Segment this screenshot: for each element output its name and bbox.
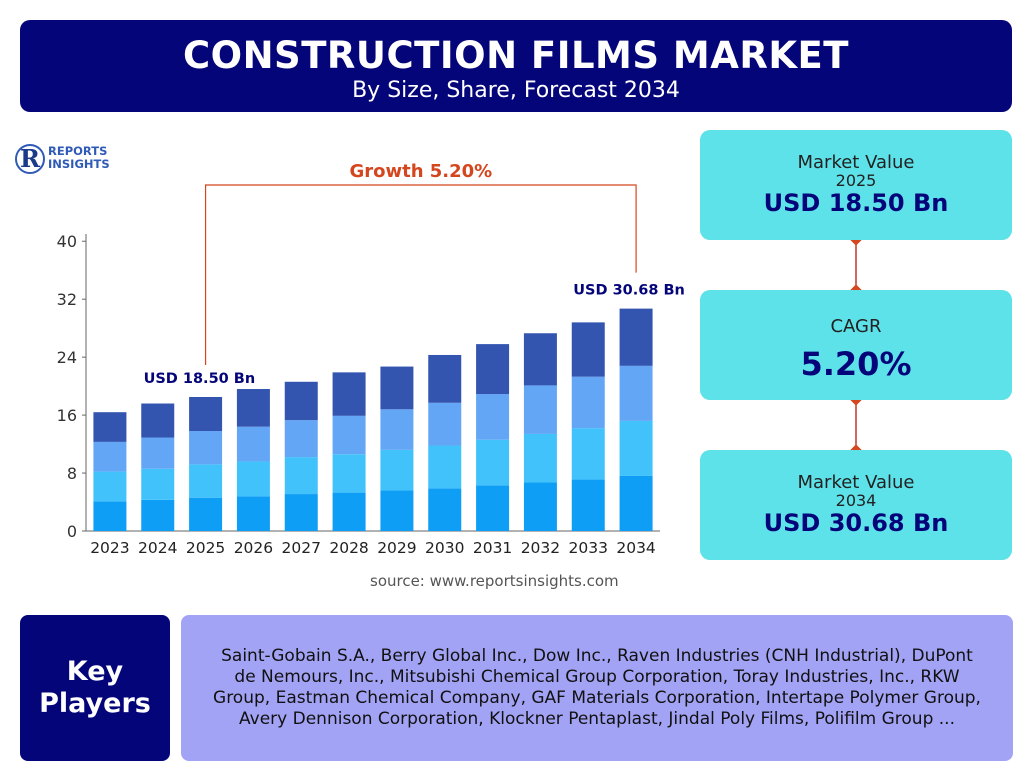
bar-segment (619, 475, 653, 531)
bar-segment (141, 499, 175, 531)
bar-segment (380, 409, 414, 450)
bar-segment (93, 501, 127, 531)
x-tick-label: 2030 (425, 539, 464, 557)
bar-segment (476, 485, 510, 531)
x-tick-label: 2034 (616, 539, 655, 557)
bar-segment (380, 366, 414, 410)
bar-segment (571, 322, 605, 377)
x-tick-label: 2028 (329, 539, 368, 557)
x-tick-label: 2029 (377, 539, 416, 557)
logo-text-line2: INSIGHTS (48, 157, 110, 171)
cagr-card: CAGR 5.20% (700, 290, 1012, 400)
card-label: CAGR (830, 316, 882, 337)
bar-segment (236, 461, 270, 497)
card-year: 2034 (835, 491, 877, 510)
start-value-label: USD 18.50 Bn (144, 371, 256, 387)
bar-segment (236, 389, 270, 427)
bar-segment (619, 308, 653, 366)
bar-segment (428, 402, 462, 446)
bar-segment (189, 464, 223, 498)
bar-segment (523, 482, 557, 531)
bar-segment (428, 354, 462, 403)
end-value-label: USD 30.68 Bn (573, 283, 685, 299)
bar-segment (571, 479, 605, 531)
bar-segment (476, 439, 510, 486)
bar-segment (284, 457, 318, 495)
x-tick-label: 2031 (473, 539, 512, 557)
y-tick-label: 24 (57, 348, 77, 367)
card-label: Market Value (797, 152, 915, 173)
bar-segment (189, 497, 223, 531)
bar-segment (284, 494, 318, 531)
y-tick-label: 0 (67, 522, 77, 541)
bar-segment (523, 433, 557, 483)
bar-segment (93, 412, 127, 442)
bar-segment (189, 396, 223, 432)
bar-segment (332, 415, 366, 455)
bar-segment (141, 437, 175, 469)
y-tick-label: 32 (57, 290, 77, 309)
bar-segment (284, 420, 318, 458)
card-value: 5.20% (800, 345, 912, 383)
bar-segment (571, 428, 605, 480)
bar-segment (380, 490, 414, 531)
bar-segment (141, 468, 175, 500)
card-year: 2025 (835, 171, 877, 190)
y-tick-label: 8 (67, 464, 77, 483)
bar-segment (93, 441, 127, 472)
x-tick-label: 2032 (521, 539, 560, 557)
bar-segment (523, 333, 557, 386)
bar-segment (571, 376, 605, 429)
bar-segment (476, 344, 510, 395)
bar-segment (236, 496, 270, 531)
growth-bracket (204, 184, 637, 365)
bar-segment (428, 488, 462, 531)
market-value-2025-card: Market Value 2025 USD 18.50 Bn (700, 130, 1012, 240)
x-tick-label: 2023 (90, 539, 129, 557)
key-players-list: Saint-Gobain S.A., Berry Global Inc., Do… (181, 615, 1013, 761)
reports-insights-logo: R REPORTS INSIGHTS (14, 143, 124, 177)
bar-segment (332, 372, 366, 416)
bar-segment (428, 445, 462, 489)
page-subtitle: By Size, Share, Forecast 2034 (352, 78, 680, 103)
bar-segment (93, 471, 127, 502)
bar-segment (189, 431, 223, 465)
y-tick-label: 16 (57, 406, 77, 425)
bar-segment (523, 385, 557, 434)
x-tick-label: 2024 (138, 539, 177, 557)
logo-mark-icon: R (14, 143, 46, 175)
bar-segment (284, 381, 318, 421)
source-note: source: www.reportsinsights.com (370, 572, 619, 590)
logo-text-line1: REPORTS (48, 144, 108, 158)
bar-segment (619, 365, 653, 421)
bar-segment (141, 403, 175, 438)
stacked-bar-chart: 0 8 16 24 32 40 2023 2024 2025 2026 2027 2028 2029 20… (57, 161, 685, 557)
key-players-heading: Key Players (20, 615, 170, 761)
x-tick-label: 2026 (234, 539, 273, 557)
x-tick-label: 2025 (186, 539, 225, 557)
bar-segment (476, 394, 510, 440)
card-value: USD 18.50 Bn (763, 189, 949, 217)
bar-segment (619, 420, 653, 476)
bar-segment (332, 454, 366, 493)
market-value-2034-card: Market Value 2034 USD 30.68 Bn (700, 450, 1012, 560)
card-label: Market Value (797, 472, 915, 493)
bar-segment (332, 492, 366, 531)
page-title: CONSTRUCTION FILMS MARKET (182, 34, 850, 77)
x-tick-label: 2033 (569, 539, 608, 557)
title-banner: CONSTRUCTION FILMS MARKET By Size, Share… (20, 20, 1012, 112)
bar-segment (236, 426, 270, 462)
card-value: USD 30.68 Bn (763, 509, 949, 537)
y-tick-label: 40 (57, 232, 77, 251)
x-tick-label: 2027 (282, 539, 321, 557)
growth-label: Growth 5.20% (349, 161, 492, 182)
bar-segment (380, 449, 414, 491)
